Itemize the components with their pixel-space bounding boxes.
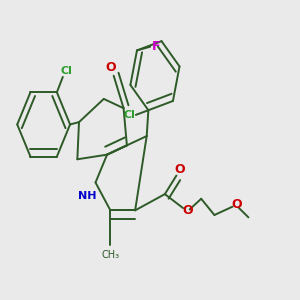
- Text: F: F: [152, 40, 161, 53]
- Text: NH: NH: [78, 190, 97, 200]
- Text: O: O: [105, 61, 116, 74]
- Text: Cl: Cl: [124, 110, 136, 120]
- Text: O: O: [183, 204, 193, 217]
- Text: O: O: [174, 164, 185, 176]
- Text: O: O: [232, 198, 242, 211]
- Text: CH₃: CH₃: [101, 250, 119, 260]
- Text: Cl: Cl: [61, 66, 73, 76]
